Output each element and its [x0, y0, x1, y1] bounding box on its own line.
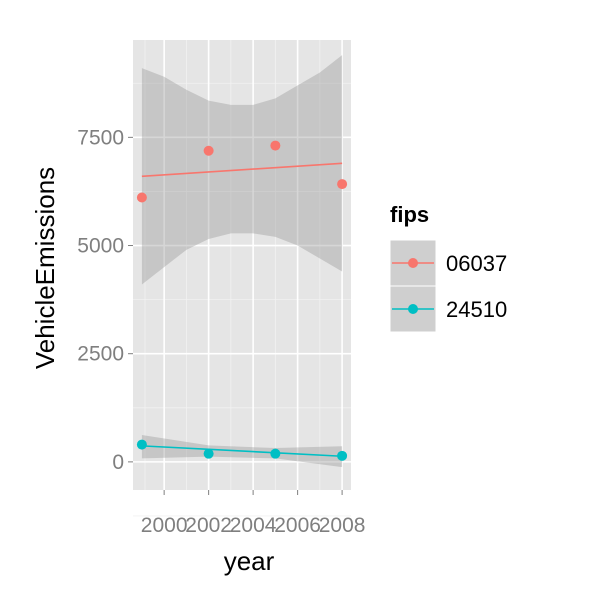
legend-label-24510: 24510 [446, 297, 507, 322]
minor-gridlines [133, 40, 351, 517]
legend-key-point-24510 [408, 304, 418, 314]
x-axis-title: year [224, 546, 275, 576]
data-point-06037 [136, 192, 147, 203]
y-axis-title: VehicleEmissions [30, 167, 60, 369]
legend-key-point-06037 [408, 258, 418, 268]
x-tick-label: 2000 [141, 514, 188, 537]
x-tick-label: 2006 [274, 514, 321, 537]
legend-item-24510: 24510 [389, 285, 507, 333]
fit-line-06037 [141, 162, 343, 178]
legend-title: fips [390, 202, 429, 227]
y-axis-ticks: 0 2500 5000 7500 [77, 126, 133, 474]
y-tick-label: 2500 [77, 343, 124, 366]
plot-panel [133, 40, 351, 490]
y-tick-label: 5000 [77, 235, 124, 258]
fit-line-24510 [141, 445, 343, 458]
legend-item-06037: 06037 [389, 239, 507, 287]
data-point-06037 [270, 140, 281, 151]
data-point-06037 [337, 179, 348, 190]
y-tick-label: 7500 [77, 126, 124, 149]
legend: fips 06037 24510 [389, 202, 507, 333]
data-point-24510 [203, 448, 214, 459]
data-point-24510 [270, 448, 281, 459]
x-tick-label: 2008 [319, 514, 366, 537]
fit-lines [141, 162, 343, 458]
major-gridlines [133, 40, 351, 490]
data-point-24510 [136, 439, 147, 450]
legend-label-06037: 06037 [446, 251, 507, 276]
x-tick-label: 2004 [230, 514, 277, 537]
x-tick-label: 2002 [185, 514, 232, 537]
data-point-06037 [203, 145, 214, 156]
y-tick-label: 0 [112, 451, 124, 474]
data-points [136, 140, 348, 461]
data-point-24510 [337, 450, 348, 461]
